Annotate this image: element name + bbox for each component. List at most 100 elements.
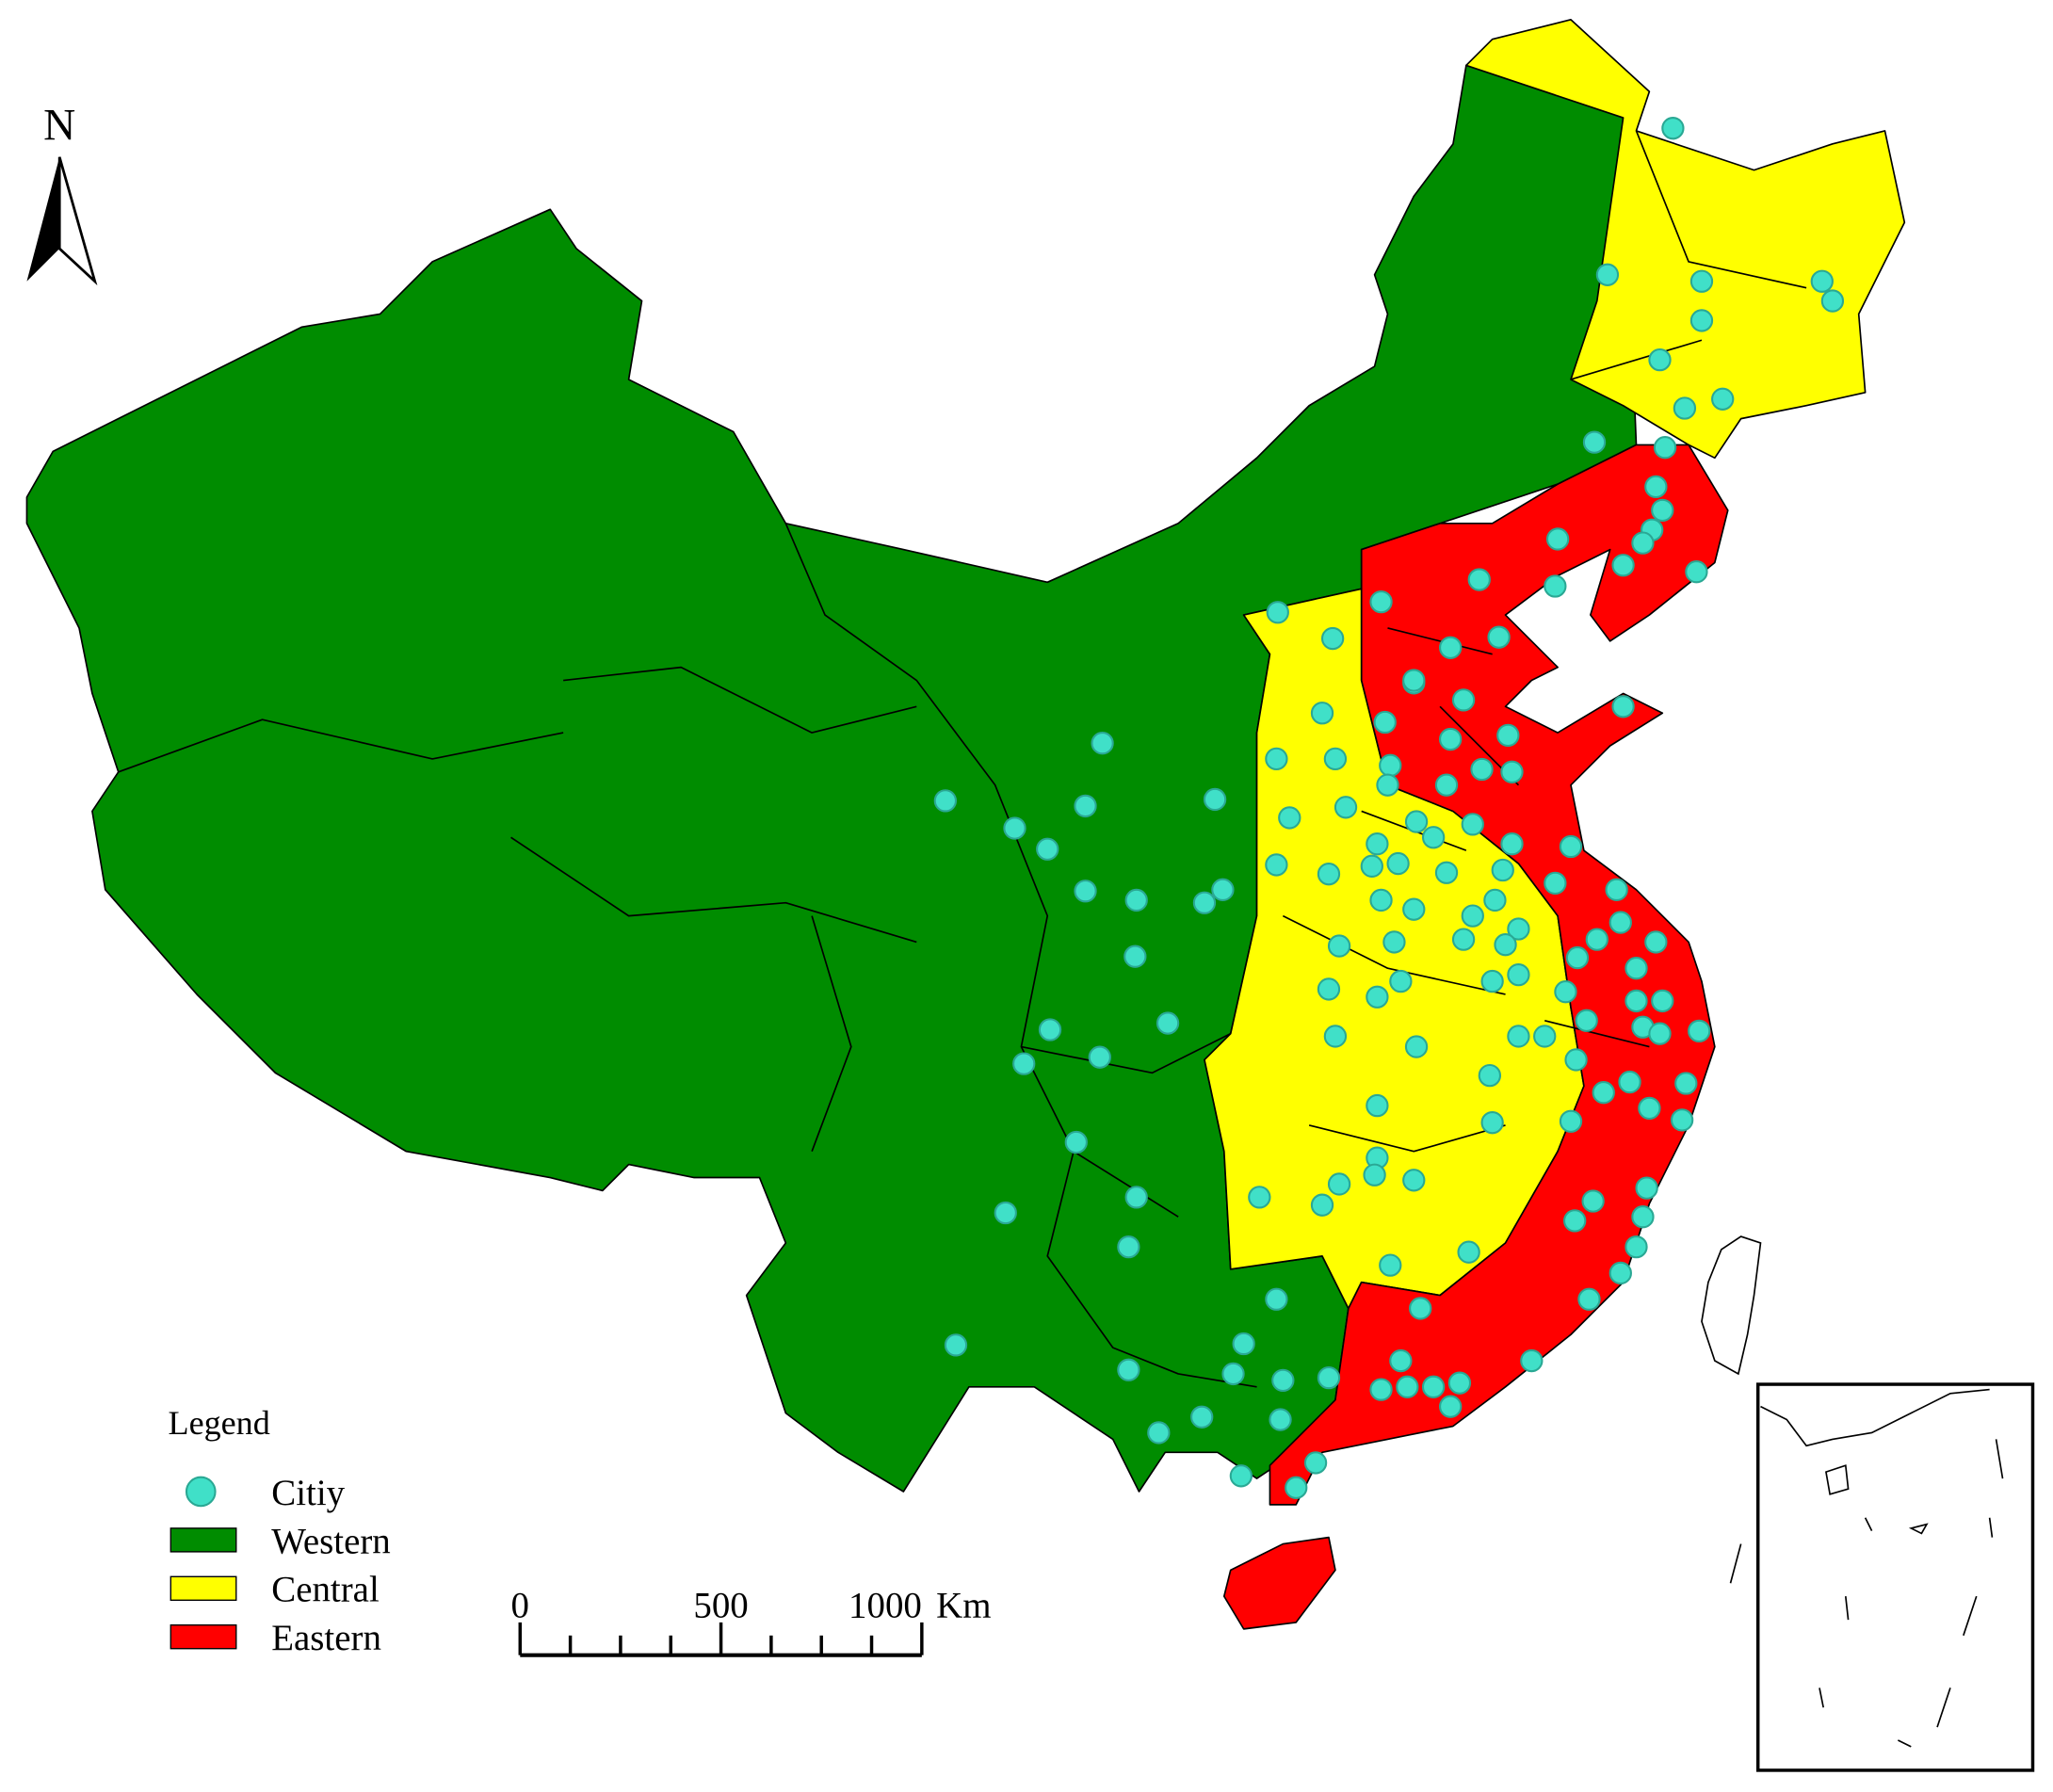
city (1559, 834, 1583, 859)
city (1625, 989, 1648, 1013)
city (1266, 601, 1289, 624)
city (1631, 1205, 1655, 1229)
city (1670, 1108, 1694, 1132)
scale-unit: Km (936, 1585, 991, 1625)
city (1507, 917, 1530, 941)
city (1689, 309, 1714, 332)
city (1317, 1365, 1341, 1390)
city (1439, 727, 1463, 751)
city (1608, 1261, 1632, 1285)
city (1500, 760, 1524, 783)
legend-title: Legend (169, 1404, 270, 1442)
legend-label: Citiy (271, 1473, 345, 1513)
city (1369, 589, 1393, 614)
city (1500, 832, 1524, 856)
city (1810, 269, 1834, 293)
city (1404, 1035, 1429, 1058)
city (1190, 1405, 1214, 1429)
city (1303, 1451, 1328, 1475)
city (1323, 1025, 1348, 1048)
city (1203, 787, 1227, 812)
city (1439, 636, 1463, 659)
city (1581, 1189, 1605, 1213)
city (1635, 1176, 1658, 1200)
city (1439, 1395, 1463, 1418)
inset-frame (1755, 1382, 2035, 1772)
city (1651, 989, 1674, 1013)
city (1265, 853, 1288, 877)
city (1271, 1368, 1295, 1393)
scale-label: 500 (693, 1585, 748, 1625)
city (1661, 117, 1685, 140)
scale-label: 1000 (849, 1585, 922, 1625)
city (1064, 1130, 1088, 1154)
city (1402, 1169, 1426, 1192)
city (1147, 1421, 1171, 1445)
city (1003, 816, 1026, 840)
city (1285, 1476, 1308, 1499)
city (1434, 773, 1459, 797)
legend-label: Eastern (271, 1618, 381, 1658)
central-region-northeast (1465, 19, 1906, 460)
city (1123, 944, 1147, 968)
city (1421, 826, 1446, 849)
legend-swatch (170, 1575, 237, 1602)
city (1688, 1019, 1711, 1043)
city (1470, 757, 1494, 782)
city (1278, 806, 1301, 830)
city (1582, 430, 1607, 454)
city (1451, 928, 1476, 951)
city (1265, 747, 1288, 771)
city (1327, 1172, 1351, 1196)
city (1366, 985, 1389, 1009)
legend: Citiy Western Central Eastern (170, 1473, 391, 1658)
legend-label: Western (271, 1521, 390, 1561)
city (1625, 1235, 1648, 1259)
city (1554, 980, 1577, 1004)
city (1478, 1063, 1502, 1088)
hainan (1222, 1536, 1336, 1630)
city (1389, 969, 1413, 993)
city (1402, 669, 1426, 692)
city (1544, 871, 1567, 896)
city (1117, 1235, 1140, 1259)
legend-swatch (170, 1624, 237, 1650)
city (1379, 1253, 1402, 1277)
city (1124, 888, 1148, 912)
north-arrow-right (57, 156, 98, 286)
city (1369, 888, 1393, 912)
city (1673, 396, 1697, 420)
city (1379, 753, 1402, 777)
city (1317, 863, 1341, 886)
city (1461, 813, 1484, 836)
inset-coast (1729, 1388, 2004, 1748)
city (1369, 1378, 1393, 1401)
city (1638, 1096, 1661, 1121)
city (1327, 934, 1351, 958)
city (1595, 263, 1620, 286)
city (1396, 1375, 1419, 1398)
city (1480, 1110, 1504, 1135)
city (1386, 851, 1410, 876)
city (1156, 1011, 1180, 1035)
city (1689, 269, 1714, 293)
city (1389, 1348, 1413, 1373)
city (1404, 810, 1429, 833)
legend-label: Central (271, 1570, 380, 1610)
city (1648, 347, 1672, 372)
city (1507, 962, 1530, 987)
north-label: N (43, 102, 75, 151)
city (1644, 930, 1668, 954)
city (1373, 710, 1397, 735)
city (1421, 1375, 1446, 1398)
city (1507, 1025, 1530, 1048)
city (1467, 568, 1491, 591)
city (1363, 1163, 1386, 1187)
city (1229, 1464, 1253, 1488)
city (1366, 832, 1389, 856)
city (1565, 945, 1590, 970)
city (1382, 930, 1406, 954)
city (1487, 625, 1511, 649)
city (1494, 933, 1517, 957)
city (1461, 904, 1484, 928)
